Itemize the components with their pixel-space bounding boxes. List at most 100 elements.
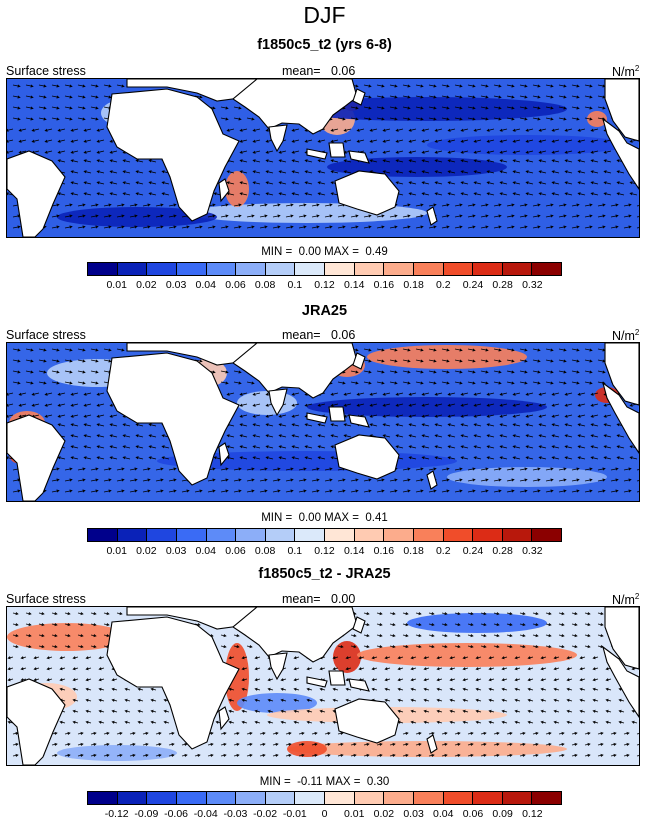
- stress-arrow: [506, 645, 513, 649]
- landmass-america_c: [602, 381, 639, 454]
- stress-arrow: [410, 667, 417, 671]
- panel-3-minmax: MIN = -0.11 MAX = 0.30: [259, 776, 390, 788]
- stress-arrow: [337, 117, 346, 121]
- stress-arrow: [18, 403, 27, 407]
- stress-arrow: [486, 456, 495, 460]
- stress-arrow: [239, 392, 248, 396]
- stress-arrow: [12, 95, 21, 99]
- stress-arrow: [116, 84, 125, 88]
- stress-arrow: [584, 225, 593, 229]
- panel-3-variable-label: Surface stress: [6, 592, 86, 606]
- stress-arrow: [59, 678, 66, 682]
- stress-arrow: [454, 348, 463, 352]
- stress-arrow: [376, 214, 385, 218]
- stress-arrow: [538, 150, 547, 154]
- colorbar-swatch: [295, 529, 325, 541]
- stress-arrow: [610, 753, 617, 757]
- stress-arrow: [233, 214, 242, 218]
- stress-arrow: [545, 478, 554, 482]
- stress-arrow: [558, 95, 567, 99]
- stress-arrow: [499, 423, 508, 427]
- landmass-america_s: [7, 150, 66, 237]
- stress-arrow: [415, 348, 424, 352]
- stress-arrow: [514, 720, 521, 724]
- stress-arrow: [350, 489, 359, 493]
- stress-arrow: [571, 478, 580, 482]
- stress-arrow: [506, 84, 515, 88]
- stress-arrow: [148, 181, 157, 185]
- surface-stress-map: [7, 79, 639, 237]
- stress-arrow: [111, 709, 118, 713]
- stress-arrow: [441, 95, 450, 99]
- panel-1-minmax: MIN = 0.00 MAX = 0.49: [261, 246, 388, 258]
- stress-arrow: [623, 467, 632, 471]
- stress-arrow: [332, 698, 339, 702]
- stress-arrow: [545, 645, 552, 649]
- stress-arrow: [584, 84, 593, 88]
- landmass-australia: [334, 434, 400, 480]
- stress-arrow: [64, 370, 73, 374]
- stress-arrow: [441, 623, 448, 627]
- stress-arrow: [493, 106, 502, 110]
- stress-arrow: [311, 467, 320, 471]
- stress-arrow: [122, 456, 131, 460]
- stress-arrow: [311, 214, 320, 218]
- stress-arrow: [519, 106, 528, 110]
- stress-arrow: [441, 359, 450, 363]
- stress-arrow: [488, 656, 495, 660]
- stress-arrow: [415, 467, 424, 471]
- stress-arrow: [629, 192, 638, 196]
- landmass-indonesia2: [328, 406, 346, 422]
- stress-arrow: [462, 678, 469, 682]
- stress-arrow: [278, 192, 287, 196]
- stress-arrow: [480, 742, 487, 746]
- stress-arrow: [584, 203, 593, 207]
- stress-arrow: [239, 434, 248, 438]
- stress-arrow: [428, 645, 435, 649]
- stress-arrow: [7, 150, 14, 154]
- stress-arrow: [467, 359, 476, 363]
- stress-arrow: [449, 687, 456, 691]
- stress-arrow: [233, 106, 242, 110]
- stress-arrow: [135, 456, 144, 460]
- stress-arrow: [207, 478, 216, 482]
- stress-arrow: [605, 720, 612, 724]
- stress-arrow: [85, 698, 92, 702]
- figure-title: DJF: [303, 2, 346, 28]
- stress-arrow: [499, 181, 508, 185]
- stress-arrow: [376, 348, 385, 352]
- stress-arrow: [363, 95, 372, 99]
- stress-arrow: [77, 117, 86, 121]
- stress-arrow: [493, 95, 502, 99]
- stress-arrow: [415, 381, 424, 385]
- stress-arrow: [124, 687, 131, 691]
- stress-arrow: [512, 170, 521, 174]
- stress-arrow: [434, 445, 443, 449]
- stress-contour: [447, 467, 607, 487]
- stress-arrow: [137, 720, 144, 724]
- stress-arrow: [382, 423, 391, 427]
- stress-arrow: [150, 709, 157, 713]
- stress-arrow: [473, 159, 482, 163]
- stress-arrow: [64, 612, 71, 616]
- stress-arrow: [298, 731, 305, 735]
- stress-arrow: [376, 84, 385, 88]
- stress-arrow: [480, 117, 489, 121]
- stress-arrow: [64, 203, 73, 207]
- stress-arrow: [51, 612, 58, 616]
- stress-arrow: [103, 742, 110, 746]
- stress-arrow: [525, 403, 534, 407]
- stress-arrow: [415, 489, 424, 493]
- stress-arrow: [233, 634, 240, 638]
- colorbar-swatch: [147, 529, 177, 541]
- stress-arrow: [226, 392, 235, 396]
- stress-arrow: [304, 456, 313, 460]
- stress-arrow: [31, 128, 40, 132]
- stress-arrow: [382, 434, 391, 438]
- stress-arrow: [408, 403, 417, 407]
- stress-arrow: [384, 698, 391, 702]
- stress-arrow: [161, 192, 170, 196]
- stress-arrow: [423, 678, 430, 682]
- stress-arrow: [33, 678, 40, 682]
- stress-arrow: [428, 359, 437, 363]
